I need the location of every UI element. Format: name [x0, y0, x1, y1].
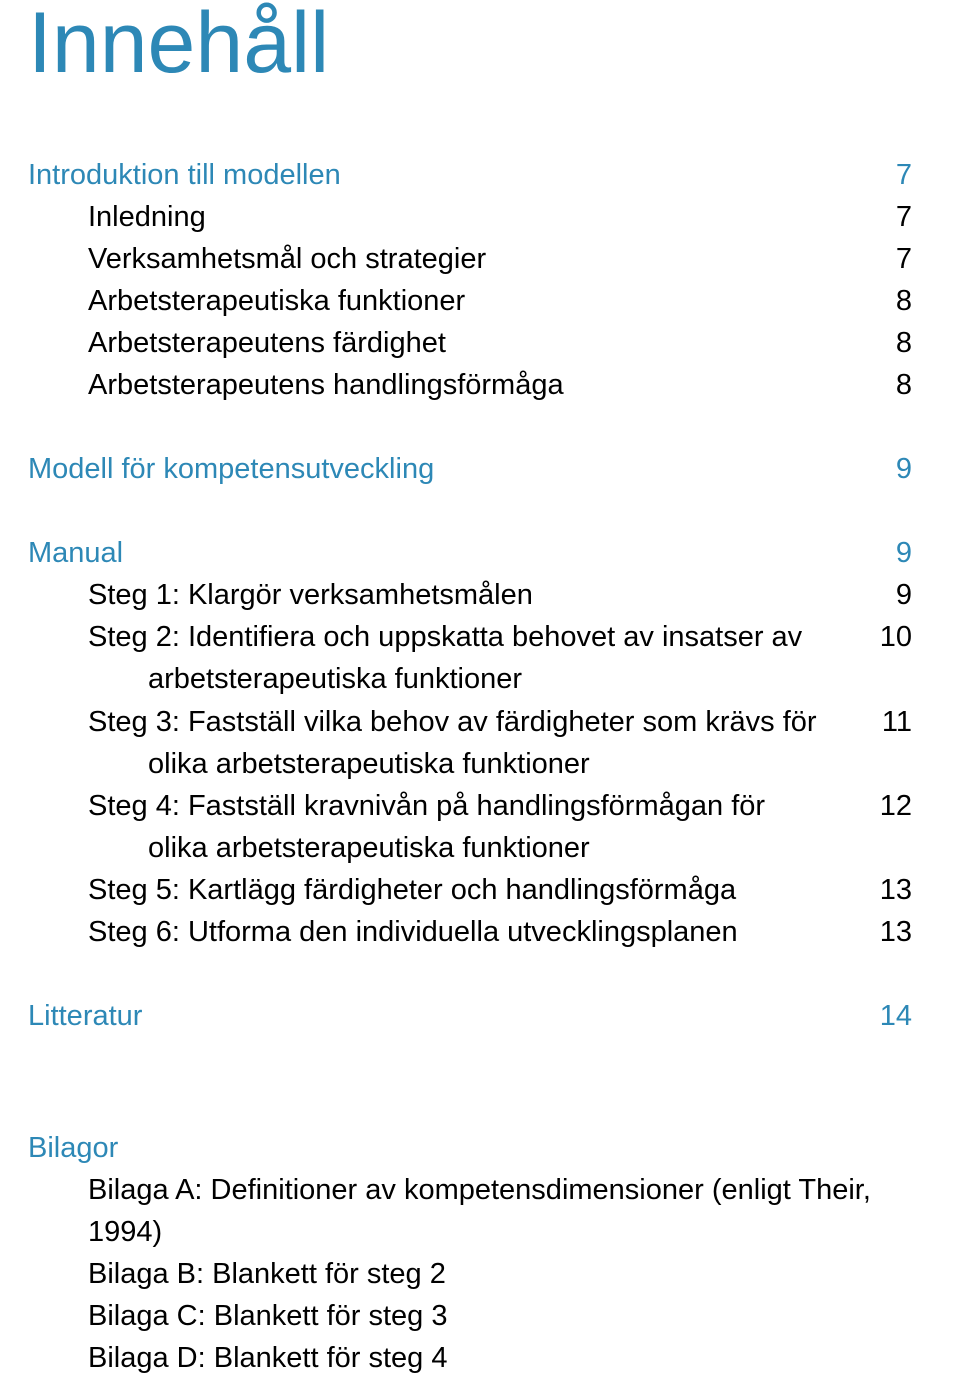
toc-item-label: Steg 6: Utforma den individuella utveckl…: [88, 911, 862, 953]
toc-item-page: 7: [862, 196, 912, 238]
toc-item-page: 8: [862, 364, 912, 406]
toc-item-row: Bilaga D: Blankett för steg 4: [28, 1337, 912, 1379]
toc-heading-page: 9: [862, 532, 912, 574]
toc-item-label: Arbetsterapeutens färdighet: [88, 322, 862, 364]
toc-item-row: Steg 1: Klargör verksamhetsmålen 9: [28, 574, 912, 616]
toc-item-row: Arbetsterapeutiska funktioner 8: [28, 280, 912, 322]
toc-item-label: Arbetsterapeutens handlingsförmåga: [88, 364, 862, 406]
toc-item-label: Arbetsterapeutiska funktioner: [88, 280, 862, 322]
toc-heading-row: Introduktion till modellen 7: [28, 154, 912, 196]
toc-heading-page: 7: [862, 154, 912, 196]
toc-heading-label: Litteratur: [28, 995, 862, 1037]
page: Innehåll Introduktion till modellen 7 In…: [0, 0, 960, 1321]
toc-item-page: 7: [862, 238, 912, 280]
table-of-contents: Introduktion till modellen 7 Inledning 7…: [28, 154, 912, 1379]
toc-appendix: Bilagor Bilaga A: Definitioner av kompet…: [28, 1127, 912, 1379]
toc-item-row: Steg 4: Fastställ kravnivån på handlings…: [28, 785, 912, 869]
toc-item-page: 10: [862, 616, 912, 658]
toc-item-row: Inledning 7: [28, 196, 912, 238]
toc-item-row: Steg 5: Kartlägg färdigheter och handlin…: [28, 869, 912, 911]
toc-item-label: Bilaga A: Definitioner av kompetensdimen…: [88, 1169, 912, 1253]
toc-item-row: Arbetsterapeutens handlingsförmåga 8: [28, 364, 912, 406]
toc-item-label: Inledning: [88, 196, 862, 238]
toc-heading-page: 9: [862, 448, 912, 490]
toc-item-row: Bilaga C: Blankett för steg 3: [28, 1295, 912, 1337]
toc-item-label: Bilaga C: Blankett för steg 3: [88, 1295, 912, 1337]
toc-item-page: 12: [862, 785, 912, 827]
toc-item-row: Bilaga B: Blankett för steg 2: [28, 1253, 912, 1295]
toc-item-label: Bilaga D: Blankett för steg 4: [88, 1337, 912, 1379]
toc-heading-row: Modell för kompetensutveckling 9: [28, 448, 912, 490]
toc-item-page: 11: [862, 701, 912, 743]
toc-heading-page: 14: [862, 995, 912, 1037]
toc-section: Litteratur 14: [28, 995, 912, 1037]
toc-item-label-line1: Steg 2: Identifiera och uppskatta behove…: [88, 616, 862, 658]
page-title: Innehåll: [28, 0, 912, 86]
toc-item-label: Steg 1: Klargör verksamhetsmålen: [88, 574, 862, 616]
toc-item-page: 9: [862, 574, 912, 616]
toc-item-row: Steg 3: Fastställ vilka behov av färdigh…: [28, 701, 912, 785]
toc-item-label-line2: olika arbetsterapeutiska funktioner: [88, 743, 912, 785]
toc-heading-label: Bilagor: [28, 1127, 912, 1169]
toc-section: Introduktion till modellen 7 Inledning 7…: [28, 154, 912, 406]
toc-item-label-line1: Steg 4: Fastställ kravnivån på handlings…: [88, 785, 862, 827]
toc-heading-row: Litteratur 14: [28, 995, 912, 1037]
toc-item-label: Bilaga B: Blankett för steg 2: [88, 1253, 912, 1295]
toc-heading-label: Manual: [28, 532, 862, 574]
toc-item-page: 13: [862, 911, 912, 953]
toc-item-row: Verksamhetsmål och strategier 7: [28, 238, 912, 280]
toc-item-row: Bilaga A: Definitioner av kompetensdimen…: [28, 1169, 912, 1253]
toc-item-label-line2: arbetsterapeutiska funktioner: [88, 658, 912, 700]
toc-item-row: Arbetsterapeutens färdighet 8: [28, 322, 912, 364]
toc-item-label: Steg 5: Kartlägg färdigheter och handlin…: [88, 869, 862, 911]
toc-item-row: Steg 6: Utforma den individuella utveckl…: [28, 911, 912, 953]
toc-heading-row: Manual 9: [28, 532, 912, 574]
toc-item-page: 13: [862, 869, 912, 911]
toc-item-row: Steg 2: Identifiera och uppskatta behove…: [28, 616, 912, 700]
toc-section: Modell för kompetensutveckling 9: [28, 448, 912, 490]
toc-heading-row: Bilagor: [28, 1127, 912, 1169]
toc-item-page: 8: [862, 280, 912, 322]
toc-item-label-line1: Steg 3: Fastställ vilka behov av färdigh…: [88, 701, 862, 743]
toc-item-label-line2: olika arbetsterapeutiska funktioner: [88, 827, 912, 869]
toc-item-label: Verksamhetsmål och strategier: [88, 238, 862, 280]
toc-heading-label: Introduktion till modellen: [28, 154, 862, 196]
toc-heading-label: Modell för kompetensutveckling: [28, 448, 862, 490]
toc-section: Manual 9 Steg 1: Klargör verksamhetsmåle…: [28, 532, 912, 952]
toc-item-page: 8: [862, 322, 912, 364]
